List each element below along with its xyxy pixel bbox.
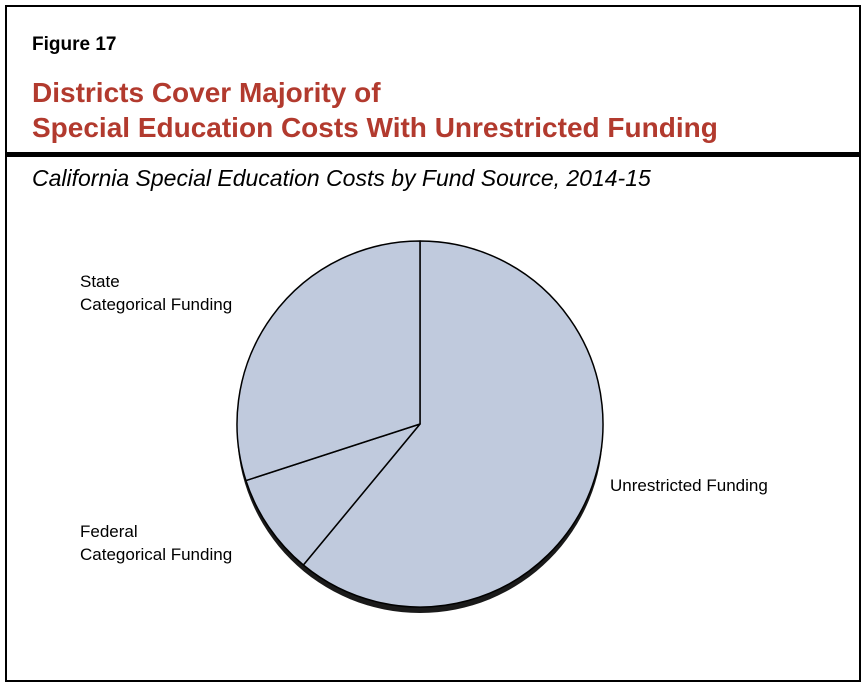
chart-title-line-1: Districts Cover Majority of <box>32 77 381 108</box>
chart-subtitle: California Special Education Costs by Fu… <box>32 165 651 191</box>
slice-label-federal-line-1: Federal <box>80 522 138 541</box>
chart-title: Districts Cover Majority of Special Educ… <box>32 75 852 145</box>
slice-label-state-line-1: State <box>80 272 120 291</box>
slice-label-unrestricted-line-1: Unrestricted Funding <box>610 476 768 495</box>
slice-label-federal: Federal Categorical Funding <box>80 520 232 566</box>
pie-slice-federal <box>245 423 421 566</box>
slice-label-federal-line-2: Categorical Funding <box>80 545 233 564</box>
chart-title-line-2: Special Education Costs With Unrestricte… <box>32 112 718 143</box>
slice-label-state-line-2: Categorical Funding <box>80 295 233 314</box>
slice-label-state: State Categorical Funding <box>80 270 232 316</box>
title-divider <box>5 152 861 157</box>
pie-slice-unrestricted <box>302 240 604 608</box>
pie-slice-state <box>236 240 421 482</box>
slice-label-unrestricted: Unrestricted Funding <box>610 474 768 497</box>
figure-label: Figure 17 <box>32 34 117 55</box>
